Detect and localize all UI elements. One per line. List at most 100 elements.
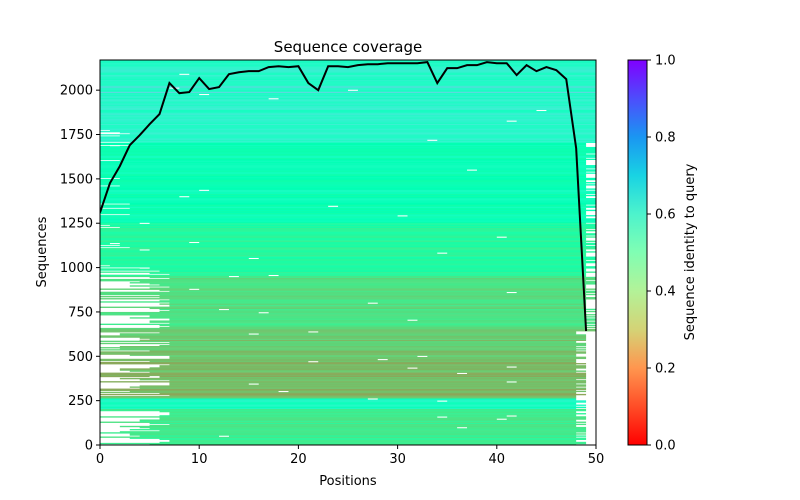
sequence-row bbox=[100, 71, 596, 73]
gap-cell bbox=[506, 415, 517, 417]
sequence-row bbox=[100, 271, 596, 273]
sequence-row bbox=[100, 154, 596, 156]
sequence-row bbox=[149, 367, 587, 369]
sequence-row bbox=[100, 195, 587, 198]
sequence-row bbox=[100, 83, 596, 85]
sequence-row bbox=[100, 105, 596, 107]
sequence-row bbox=[100, 122, 596, 124]
sequence-row bbox=[100, 255, 587, 257]
sequence-row bbox=[100, 109, 596, 112]
sequence-row bbox=[100, 210, 587, 213]
sequence-row bbox=[100, 219, 596, 221]
sequence-row bbox=[100, 172, 596, 174]
gap-cell bbox=[506, 120, 517, 122]
sequence-row bbox=[129, 354, 577, 356]
x-tick-label: 20 bbox=[290, 452, 307, 467]
sequence-row bbox=[100, 167, 596, 169]
sequence-row bbox=[100, 404, 587, 406]
sequence-row bbox=[129, 386, 577, 388]
sequence-row bbox=[100, 206, 596, 208]
sequence-row bbox=[100, 253, 587, 255]
sequence-row bbox=[100, 375, 587, 378]
sequence-row bbox=[100, 152, 596, 154]
gap-cell bbox=[139, 249, 150, 251]
sequence-row bbox=[139, 387, 587, 389]
sequence-row bbox=[100, 278, 596, 281]
sequence-row bbox=[100, 181, 587, 183]
gap-cell bbox=[179, 195, 190, 198]
sequence-row bbox=[100, 239, 587, 241]
sequence-row bbox=[149, 276, 596, 279]
sequence-row bbox=[100, 436, 577, 438]
sequence-row bbox=[100, 406, 587, 409]
colorbar bbox=[627, 59, 648, 446]
sequence-row bbox=[129, 141, 596, 143]
sequence-row bbox=[100, 336, 587, 338]
sequence-row bbox=[100, 69, 596, 71]
sequence-row bbox=[100, 361, 577, 364]
gap-cell bbox=[367, 398, 378, 400]
colorbar-axis: 0.0 0.2 0.4 0.6 0.8 1.0 bbox=[647, 54, 676, 454]
sequence-row bbox=[100, 209, 596, 212]
sequence-row bbox=[129, 433, 587, 435]
gap-cell bbox=[427, 139, 438, 141]
gap-cell bbox=[228, 275, 239, 278]
sequence-row bbox=[119, 431, 587, 433]
sequence-row bbox=[159, 324, 596, 327]
sequence-row bbox=[100, 241, 587, 244]
sequence-row bbox=[129, 203, 596, 205]
sequence-row bbox=[100, 75, 596, 77]
gap-cell bbox=[199, 189, 210, 191]
sequence-row bbox=[100, 162, 587, 165]
sequence-row bbox=[100, 108, 596, 110]
sequence-row bbox=[169, 273, 587, 275]
gap-cell bbox=[139, 267, 150, 269]
sequence-row bbox=[100, 349, 587, 351]
sequence-row bbox=[159, 392, 577, 395]
sequence-row bbox=[139, 379, 577, 381]
sequence-row bbox=[100, 176, 587, 179]
sequence-row bbox=[169, 383, 577, 385]
colorbar-tick-label: 0.8 bbox=[655, 131, 676, 146]
gap-cell bbox=[367, 302, 378, 304]
sequence-row bbox=[100, 232, 587, 234]
sequence-row bbox=[100, 84, 596, 86]
sequence-row bbox=[100, 388, 587, 390]
sequence-row bbox=[139, 385, 587, 387]
sequence-row bbox=[100, 60, 596, 62]
sequence-row bbox=[100, 373, 587, 376]
sequence-row bbox=[149, 316, 596, 318]
sequence-row bbox=[149, 422, 577, 425]
sequence-row bbox=[100, 228, 587, 231]
sequence-row bbox=[100, 231, 587, 233]
sequence-row bbox=[169, 423, 587, 426]
sequence-row bbox=[149, 371, 577, 373]
sequence-row bbox=[100, 335, 587, 337]
sequence-row bbox=[100, 100, 596, 102]
sequence-row bbox=[129, 207, 587, 209]
sequence-row bbox=[100, 432, 577, 434]
sequence-row bbox=[100, 248, 596, 250]
y-axis-label: Sequences bbox=[35, 216, 50, 287]
sequence-row bbox=[100, 275, 587, 278]
sequence-row bbox=[100, 112, 596, 115]
sequence-row bbox=[100, 92, 596, 95]
sequence-row bbox=[100, 85, 596, 87]
sequence-row bbox=[100, 400, 587, 402]
sequence-row bbox=[100, 218, 596, 220]
sequence-row bbox=[100, 193, 587, 196]
sequence-row bbox=[169, 394, 577, 397]
sequence-row bbox=[100, 127, 596, 130]
sequence-row bbox=[159, 308, 596, 311]
gap-cell bbox=[199, 93, 210, 96]
sequence-row bbox=[100, 229, 596, 232]
sequence-row bbox=[100, 393, 587, 396]
sequence-row bbox=[100, 280, 587, 282]
sequence-row bbox=[100, 192, 596, 195]
sequence-row bbox=[100, 77, 596, 80]
sequence-row bbox=[100, 145, 587, 148]
x-tick-label: 10 bbox=[191, 452, 208, 467]
sequence-row bbox=[159, 376, 587, 379]
colorbar-tick-label: 0.4 bbox=[655, 285, 676, 300]
gap-cell bbox=[437, 252, 448, 254]
